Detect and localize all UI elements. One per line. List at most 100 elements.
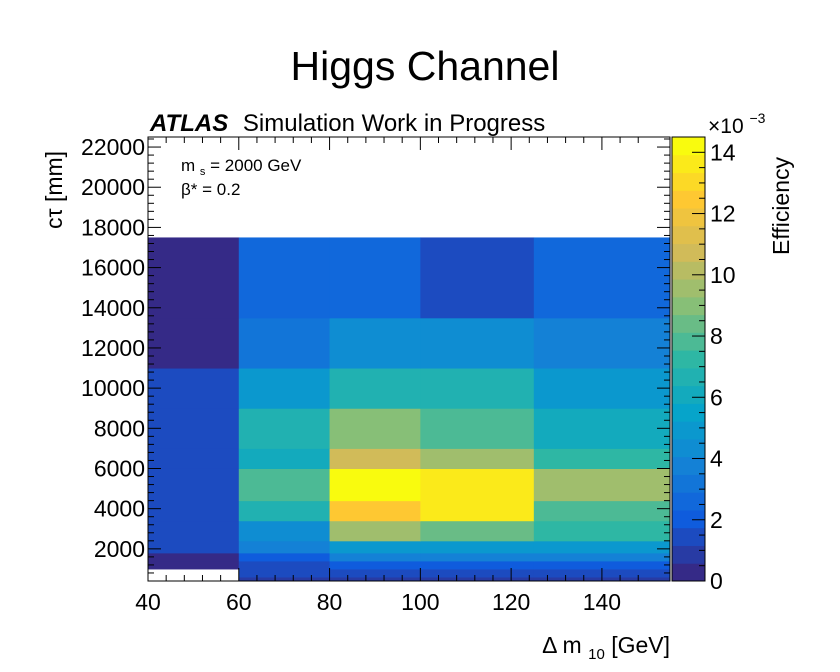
annotation-mass: m s = 2000 GeV [181, 156, 302, 179]
heatmap-cell [329, 560, 421, 570]
colorbar-segment [672, 509, 705, 529]
heatmap-cell [238, 568, 331, 578]
x-tick-label: 120 [492, 589, 530, 615]
atlas-label-bold: ATLAS [149, 110, 228, 137]
colorbar-segment [672, 296, 705, 316]
colorbar-segment [672, 208, 705, 227]
y-tick-label: 20000 [81, 174, 145, 200]
heatmap-cell [533, 448, 671, 469]
heatmap-cell [420, 576, 535, 582]
x-tick-label: 80 [317, 589, 343, 615]
colorbar-exponent-prefix: ×10 [708, 115, 744, 138]
heatmap-cell [329, 468, 421, 502]
heatmap-cells [148, 237, 671, 582]
y-tick-label: 16000 [81, 255, 145, 281]
axis-ticks [147, 137, 705, 582]
y-tick-label: 4000 [94, 496, 145, 522]
z-tick-label: 10 [710, 262, 736, 288]
x-axis-label: Δ m 10 [GeV] [542, 632, 670, 664]
y-tick-label: 6000 [94, 455, 145, 481]
colorbar-segment [672, 403, 705, 422]
y-tick-label: 10000 [81, 375, 145, 401]
colorbar-segment [672, 172, 705, 191]
colorbar-exponent-power: −3 [749, 110, 765, 126]
heatmap-cell [329, 540, 421, 554]
heatmap-cell [329, 448, 421, 469]
heatmap-cell [148, 468, 240, 502]
colorbar-segment [672, 154, 705, 174]
y-axis-label: cτ [mm] [41, 151, 67, 229]
heatmap-cell [238, 576, 331, 582]
heatmap-cell [420, 468, 535, 502]
heatmap-cell [329, 317, 421, 369]
heatmap-cell [329, 500, 421, 522]
heatmap-cell [238, 468, 331, 502]
heatmap-cell [148, 560, 240, 570]
heatmap-cell [238, 560, 331, 570]
colorbar-segment [672, 456, 705, 475]
y-tick-label: 2000 [94, 536, 145, 562]
colorbar-exponent: ×10 −3 [708, 110, 766, 138]
heatmap-cell [148, 540, 240, 554]
heatmap-cell [238, 500, 331, 522]
x-tick-label: 60 [226, 589, 252, 615]
heatmap-cell [329, 576, 421, 582]
heatmap-cell [148, 448, 240, 469]
heatmap-cell [420, 520, 535, 542]
colorbar-segment [672, 563, 705, 582]
colorbar-segment [672, 474, 705, 493]
y-tick-label: 12000 [81, 335, 145, 361]
heatmap-cell [238, 368, 331, 409]
heatmap-cell [420, 568, 535, 578]
heatmap-cell [148, 552, 240, 562]
heatmap-cell [420, 540, 535, 554]
y-tick-label: 8000 [94, 415, 145, 441]
heatmap-cell [238, 408, 331, 449]
heatmap-cell [329, 368, 421, 409]
heatmap-cell [533, 500, 671, 522]
heatmap-cell [148, 237, 240, 319]
x-tick-label: 100 [401, 589, 439, 615]
heatmap-cell [533, 237, 671, 319]
x-axis-label-sub: 10 [588, 646, 605, 663]
heatmap-cell [329, 568, 421, 578]
heatmap-cell [420, 448, 535, 469]
heatmap-cell [533, 468, 671, 502]
annotation-beta: β* = 0.2 [181, 180, 240, 199]
heatmap-cell [238, 540, 331, 554]
chart-title: Higgs Channel [291, 43, 560, 89]
heatmap-cell [238, 237, 331, 319]
y-tick-label: 22000 [81, 134, 145, 160]
colorbar-segment [672, 367, 705, 387]
z-tick-label: 6 [710, 384, 723, 410]
heatmap-cell [148, 408, 240, 449]
heatmap-cell [420, 560, 535, 570]
z-tick-label: 12 [710, 201, 736, 227]
heatmap-cell [329, 237, 421, 319]
heatmap-cell [533, 560, 671, 570]
atlas-label: ATLAS Simulation Work in Progress [149, 110, 545, 137]
colorbar [672, 137, 705, 582]
heatmap-cell [420, 237, 535, 319]
heatmap-cell [148, 520, 240, 542]
heatmap-cell [420, 552, 535, 562]
colorbar-frame [671, 136, 706, 582]
heatmap-cell [329, 552, 421, 562]
heatmap-cell [148, 500, 240, 522]
x-axis-label-rest: [GeV] [611, 632, 670, 658]
colorbar-segment [672, 545, 705, 564]
y-tick-label: 18000 [81, 214, 145, 240]
heatmap-cell [533, 408, 671, 449]
heatmap-cell [238, 520, 331, 542]
colorbar-segment [672, 527, 705, 546]
colorbar-segment [672, 385, 705, 404]
heatmap-cell [420, 408, 535, 449]
colorbar-segment [672, 243, 705, 262]
plot-frame [147, 136, 671, 582]
annotation-mass-sub: s [200, 166, 206, 178]
axis-tick-labels: 40 60 80 100 120 1402000400060008000100001200… [81, 134, 736, 615]
z-tick-label: 8 [710, 323, 723, 349]
heatmap-cell [238, 317, 331, 369]
z-tick-label: 2 [710, 507, 723, 533]
